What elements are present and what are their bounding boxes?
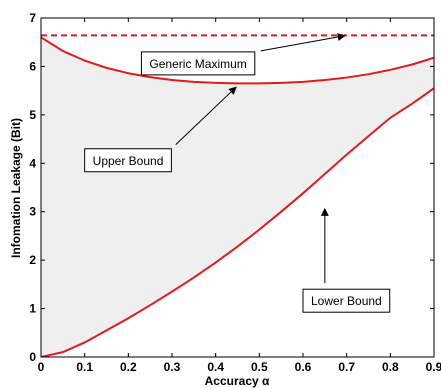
- y-tick-label: 2: [29, 253, 36, 267]
- y-tick-label: 6: [29, 59, 36, 73]
- plot-frame: [40, 17, 435, 358]
- x-tick-label: 0.1: [76, 360, 93, 374]
- x-tick-label: 0.2: [120, 360, 137, 374]
- plot-layer: [41, 34, 434, 357]
- y-tick-label: 4: [29, 156, 36, 170]
- y-tick-label: 7: [29, 11, 36, 25]
- annotation-label: Upper Bound: [93, 154, 164, 168]
- annotation-lower-bound: Lower Bound: [302, 207, 391, 313]
- shaded-region: [41, 37, 434, 357]
- x-tick-label: 0.3: [164, 360, 181, 374]
- annotation-box: [140, 51, 256, 76]
- annotation-arrow: [175, 86, 237, 145]
- y-tick-label: 3: [29, 205, 36, 219]
- ticks-layer: 0 0.1 0.2 0.3 0.4 0.5 0.6 0.7 0.8 0.9 0 1 2 3 4 5 6 7: [29, 11, 441, 374]
- annotation-arrow: [260, 33, 346, 52]
- y-tick-label: 1: [29, 302, 36, 316]
- series-upper-bound: [41, 36, 434, 85]
- series-lower-bound: [41, 87, 434, 357]
- x-tick-label: 0.6: [295, 360, 312, 374]
- x-tick-label: 0.9: [426, 360, 441, 374]
- y-axis-title: Infomation Leakage (Bit): [9, 118, 23, 258]
- annotation-generic-maximum: Generic Maximum: [140, 33, 346, 76]
- annotation-box: [84, 148, 172, 173]
- annotations: Generic Maximum Upper Bound Lower Bound: [84, 33, 391, 313]
- x-tick-label: 0: [38, 360, 45, 374]
- x-tick-label: 0.5: [251, 360, 268, 374]
- annotation-box: [302, 288, 391, 313]
- x-tick-label: 0.8: [382, 360, 399, 374]
- annotation-label: Generic Maximum: [149, 57, 246, 71]
- annotation-upper-bound: Upper Bound: [84, 86, 237, 173]
- y-tick-label: 0: [29, 350, 36, 364]
- annotation-label: Lower Bound: [311, 294, 382, 308]
- x-tick-label: 0.7: [338, 360, 355, 374]
- x-tick-label: 0.4: [207, 360, 224, 374]
- x-axis-title: Accuracy α: [205, 374, 270, 388]
- y-tick-label: 5: [29, 108, 36, 122]
